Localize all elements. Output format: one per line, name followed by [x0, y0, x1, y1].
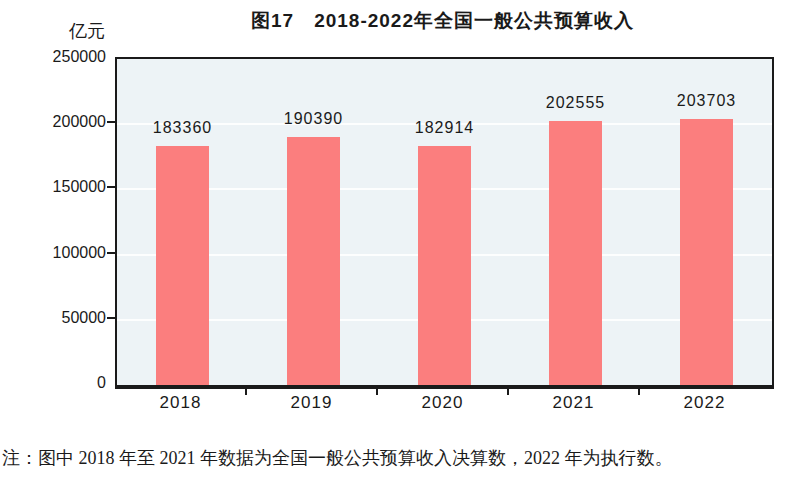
y-tick-label: 100000: [34, 244, 106, 262]
y-tick-label: 250000: [34, 48, 106, 66]
bar-2019: [287, 137, 340, 385]
y-axis-tick: [107, 252, 115, 254]
x-axis-tick: [245, 387, 247, 395]
x-tick-label: 2021: [524, 393, 624, 413]
bar-2021: [549, 121, 602, 385]
figure-17-budget-revenue-chart: 图17 2018-2022年全国一般公共预算收入 亿元 183360190390…: [0, 0, 800, 485]
x-tick-label: 2018: [131, 393, 231, 413]
y-axis-tick: [107, 317, 115, 319]
y-tick-label: 50000: [34, 309, 106, 327]
footnote: 注：图中 2018 年至 2021 年数据为全国一般公共预算收入决算数，2022…: [2, 446, 798, 470]
x-tick-label: 2019: [262, 393, 362, 413]
chart-title: 图17 2018-2022年全国一般公共预算收入: [115, 8, 770, 34]
bar-value-label: 203703: [642, 92, 772, 110]
x-tick-label: 2022: [655, 393, 755, 413]
y-tick-label: 0: [34, 374, 106, 392]
y-tick-label: 150000: [34, 178, 106, 196]
x-axis-tick: [507, 387, 509, 395]
bar-2018: [156, 146, 209, 385]
x-axis-tick: [376, 387, 378, 395]
y-axis-tick: [107, 121, 115, 123]
y-tick-label: 200000: [34, 113, 106, 131]
x-tick-label: 2020: [393, 393, 493, 413]
y-axis-tick: [107, 186, 115, 188]
y-axis-unit-label: 亿元: [40, 19, 105, 43]
x-axis-tick: [638, 387, 640, 395]
bar-value-label: 202555: [511, 94, 641, 112]
plot-area: 183360190390182914202555203703: [115, 57, 774, 389]
bar-2020: [418, 146, 471, 385]
bar-value-label: 182914: [380, 119, 510, 137]
bar-value-label: 183360: [118, 119, 248, 137]
bar-2022: [680, 119, 733, 385]
bar-value-label: 190390: [249, 110, 379, 128]
